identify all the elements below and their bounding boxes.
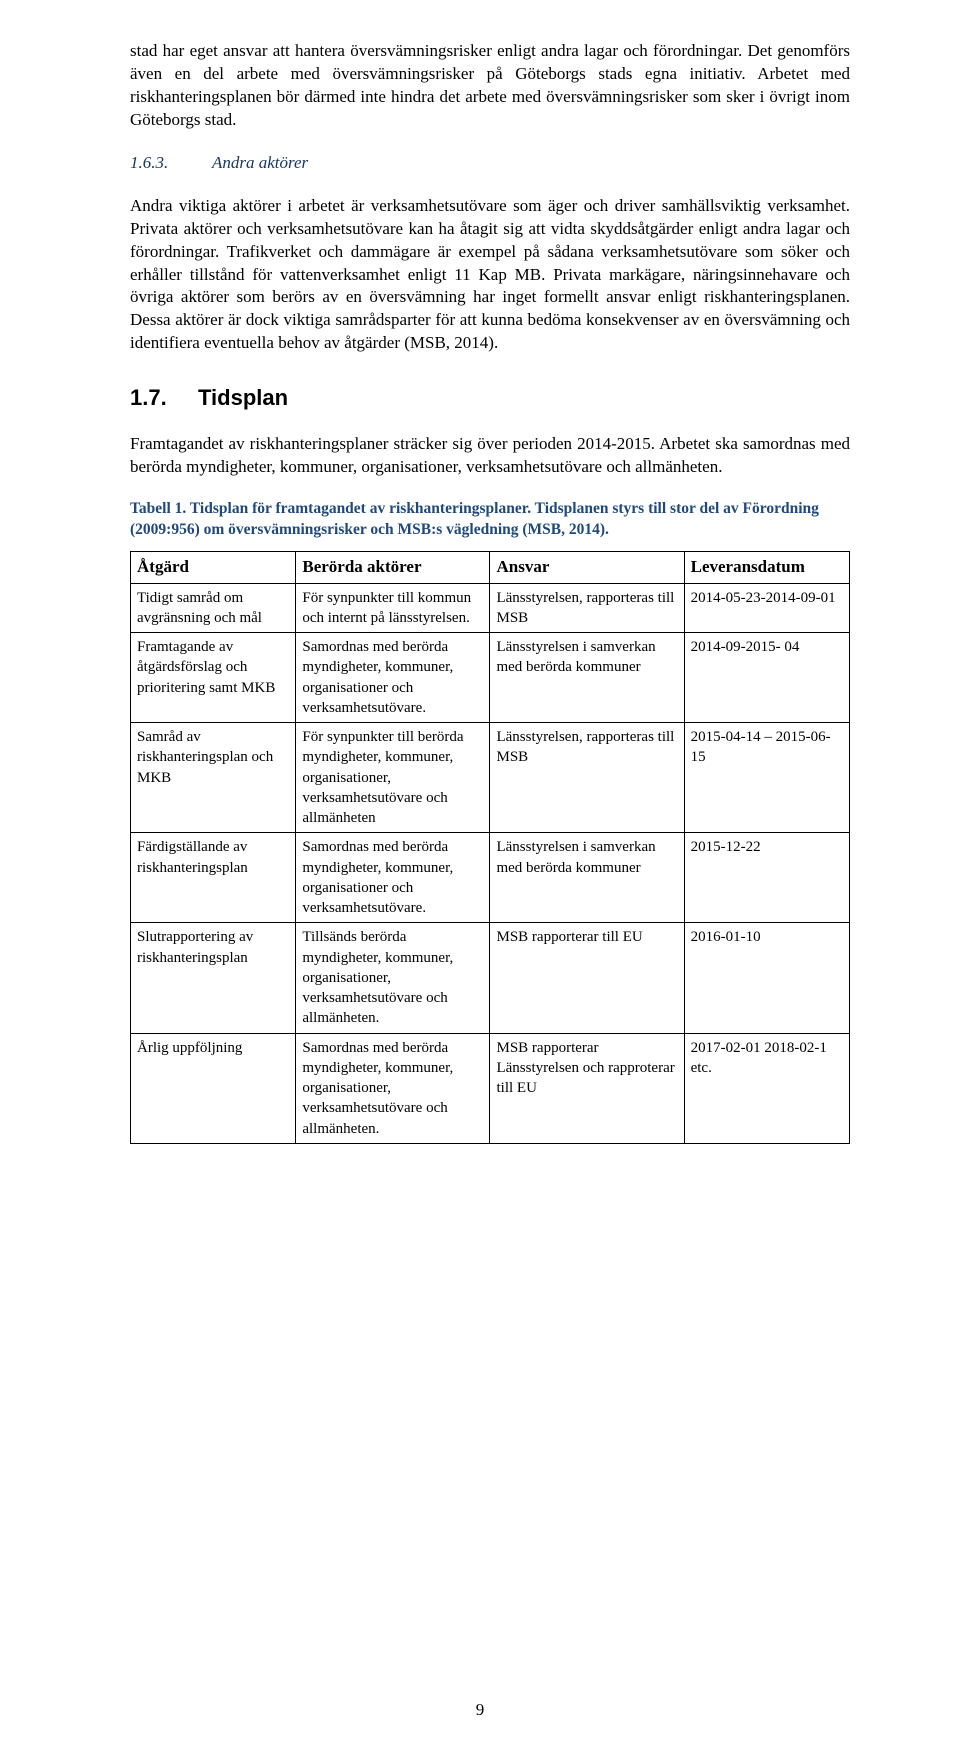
table-cell: 2014-09-2015- 04 [684, 633, 849, 723]
section-title: Tidsplan [198, 385, 288, 410]
table-cell: Färdigställande av riskhanteringsplan [131, 833, 296, 923]
table-caption: Tabell 1. Tidsplan för framtagandet av r… [130, 499, 850, 541]
section-heading-1-7: 1.7.Tidsplan [130, 383, 850, 413]
table-header: Leveransdatum [684, 551, 849, 583]
paragraph-intro-continued: stad har eget ansvar att hantera översvä… [130, 40, 850, 132]
table-cell: Årlig uppföljning [131, 1033, 296, 1143]
table-cell: Tidigt samråd om avgränsning och mål [131, 583, 296, 633]
subsection-number: 1.6.3. [130, 152, 212, 175]
table-header: Berörda aktörer [296, 551, 490, 583]
table-row: Slutrapportering av riskhanteringsplan T… [131, 923, 850, 1033]
table-row: Tidigt samråd om avgränsning och mål För… [131, 583, 850, 633]
table-row: Färdigställande av riskhanteringsplan Sa… [131, 833, 850, 923]
table-cell: Framtagande av åtgärdsförslag och priori… [131, 633, 296, 723]
section-number: 1.7. [130, 383, 198, 413]
table-cell: Länsstyrelsen i samverkan med berörda ko… [490, 833, 684, 923]
table-cell: För synpunkter till kommun och internt p… [296, 583, 490, 633]
table-cell: Tillsänds berörda myndigheter, kommuner,… [296, 923, 490, 1033]
table-cell: Länsstyrelsen i samverkan med berörda ko… [490, 633, 684, 723]
table-cell: 2015-04-14 – 2015-06-15 [684, 723, 849, 833]
paragraph-andra-aktorer: Andra viktiga aktörer i arbetet är verks… [130, 195, 850, 356]
page-number: 9 [0, 1700, 960, 1720]
table-cell: 2014-05-23-2014-09-01 [684, 583, 849, 633]
table-cell: Länsstyrelsen, rapporteras till MSB [490, 583, 684, 633]
table-header-row: Åtgärd Berörda aktörer Ansvar Leveransda… [131, 551, 850, 583]
paragraph-tidsplan: Framtagandet av riskhanteringsplaner str… [130, 433, 850, 479]
table-row: Årlig uppföljning Samordnas med berörda … [131, 1033, 850, 1143]
table-cell: Samordnas med berörda myndigheter, kommu… [296, 1033, 490, 1143]
table-cell: Länsstyrelsen, rapporteras till MSB [490, 723, 684, 833]
table-cell: MSB rapporterar till EU [490, 923, 684, 1033]
document-page: stad har eget ansvar att hantera översvä… [0, 0, 960, 1750]
table-header: Ansvar [490, 551, 684, 583]
subsection-title: Andra aktörer [212, 153, 308, 172]
table-cell: 2017-02-01 2018-02-1 etc. [684, 1033, 849, 1143]
table-row: Framtagande av åtgärdsförslag och priori… [131, 633, 850, 723]
table-cell: 2016-01-10 [684, 923, 849, 1033]
table-cell: Slutrapportering av riskhanteringsplan [131, 923, 296, 1033]
table-cell: 2015-12-22 [684, 833, 849, 923]
table-cell: Samordnas med berörda myndigheter, kommu… [296, 633, 490, 723]
table-row: Samråd av riskhanteringsplan och MKB För… [131, 723, 850, 833]
table-cell: Samråd av riskhanteringsplan och MKB [131, 723, 296, 833]
table-header: Åtgärd [131, 551, 296, 583]
tidsplan-table: Åtgärd Berörda aktörer Ansvar Leveransda… [130, 551, 850, 1144]
subsection-heading-1-6-3: 1.6.3.Andra aktörer [130, 152, 850, 175]
table-cell: För synpunkter till berörda myndigheter,… [296, 723, 490, 833]
table-cell: Samordnas med berörda myndigheter, kommu… [296, 833, 490, 923]
table-cell: MSB rapporterar Länsstyrelsen och rappro… [490, 1033, 684, 1143]
